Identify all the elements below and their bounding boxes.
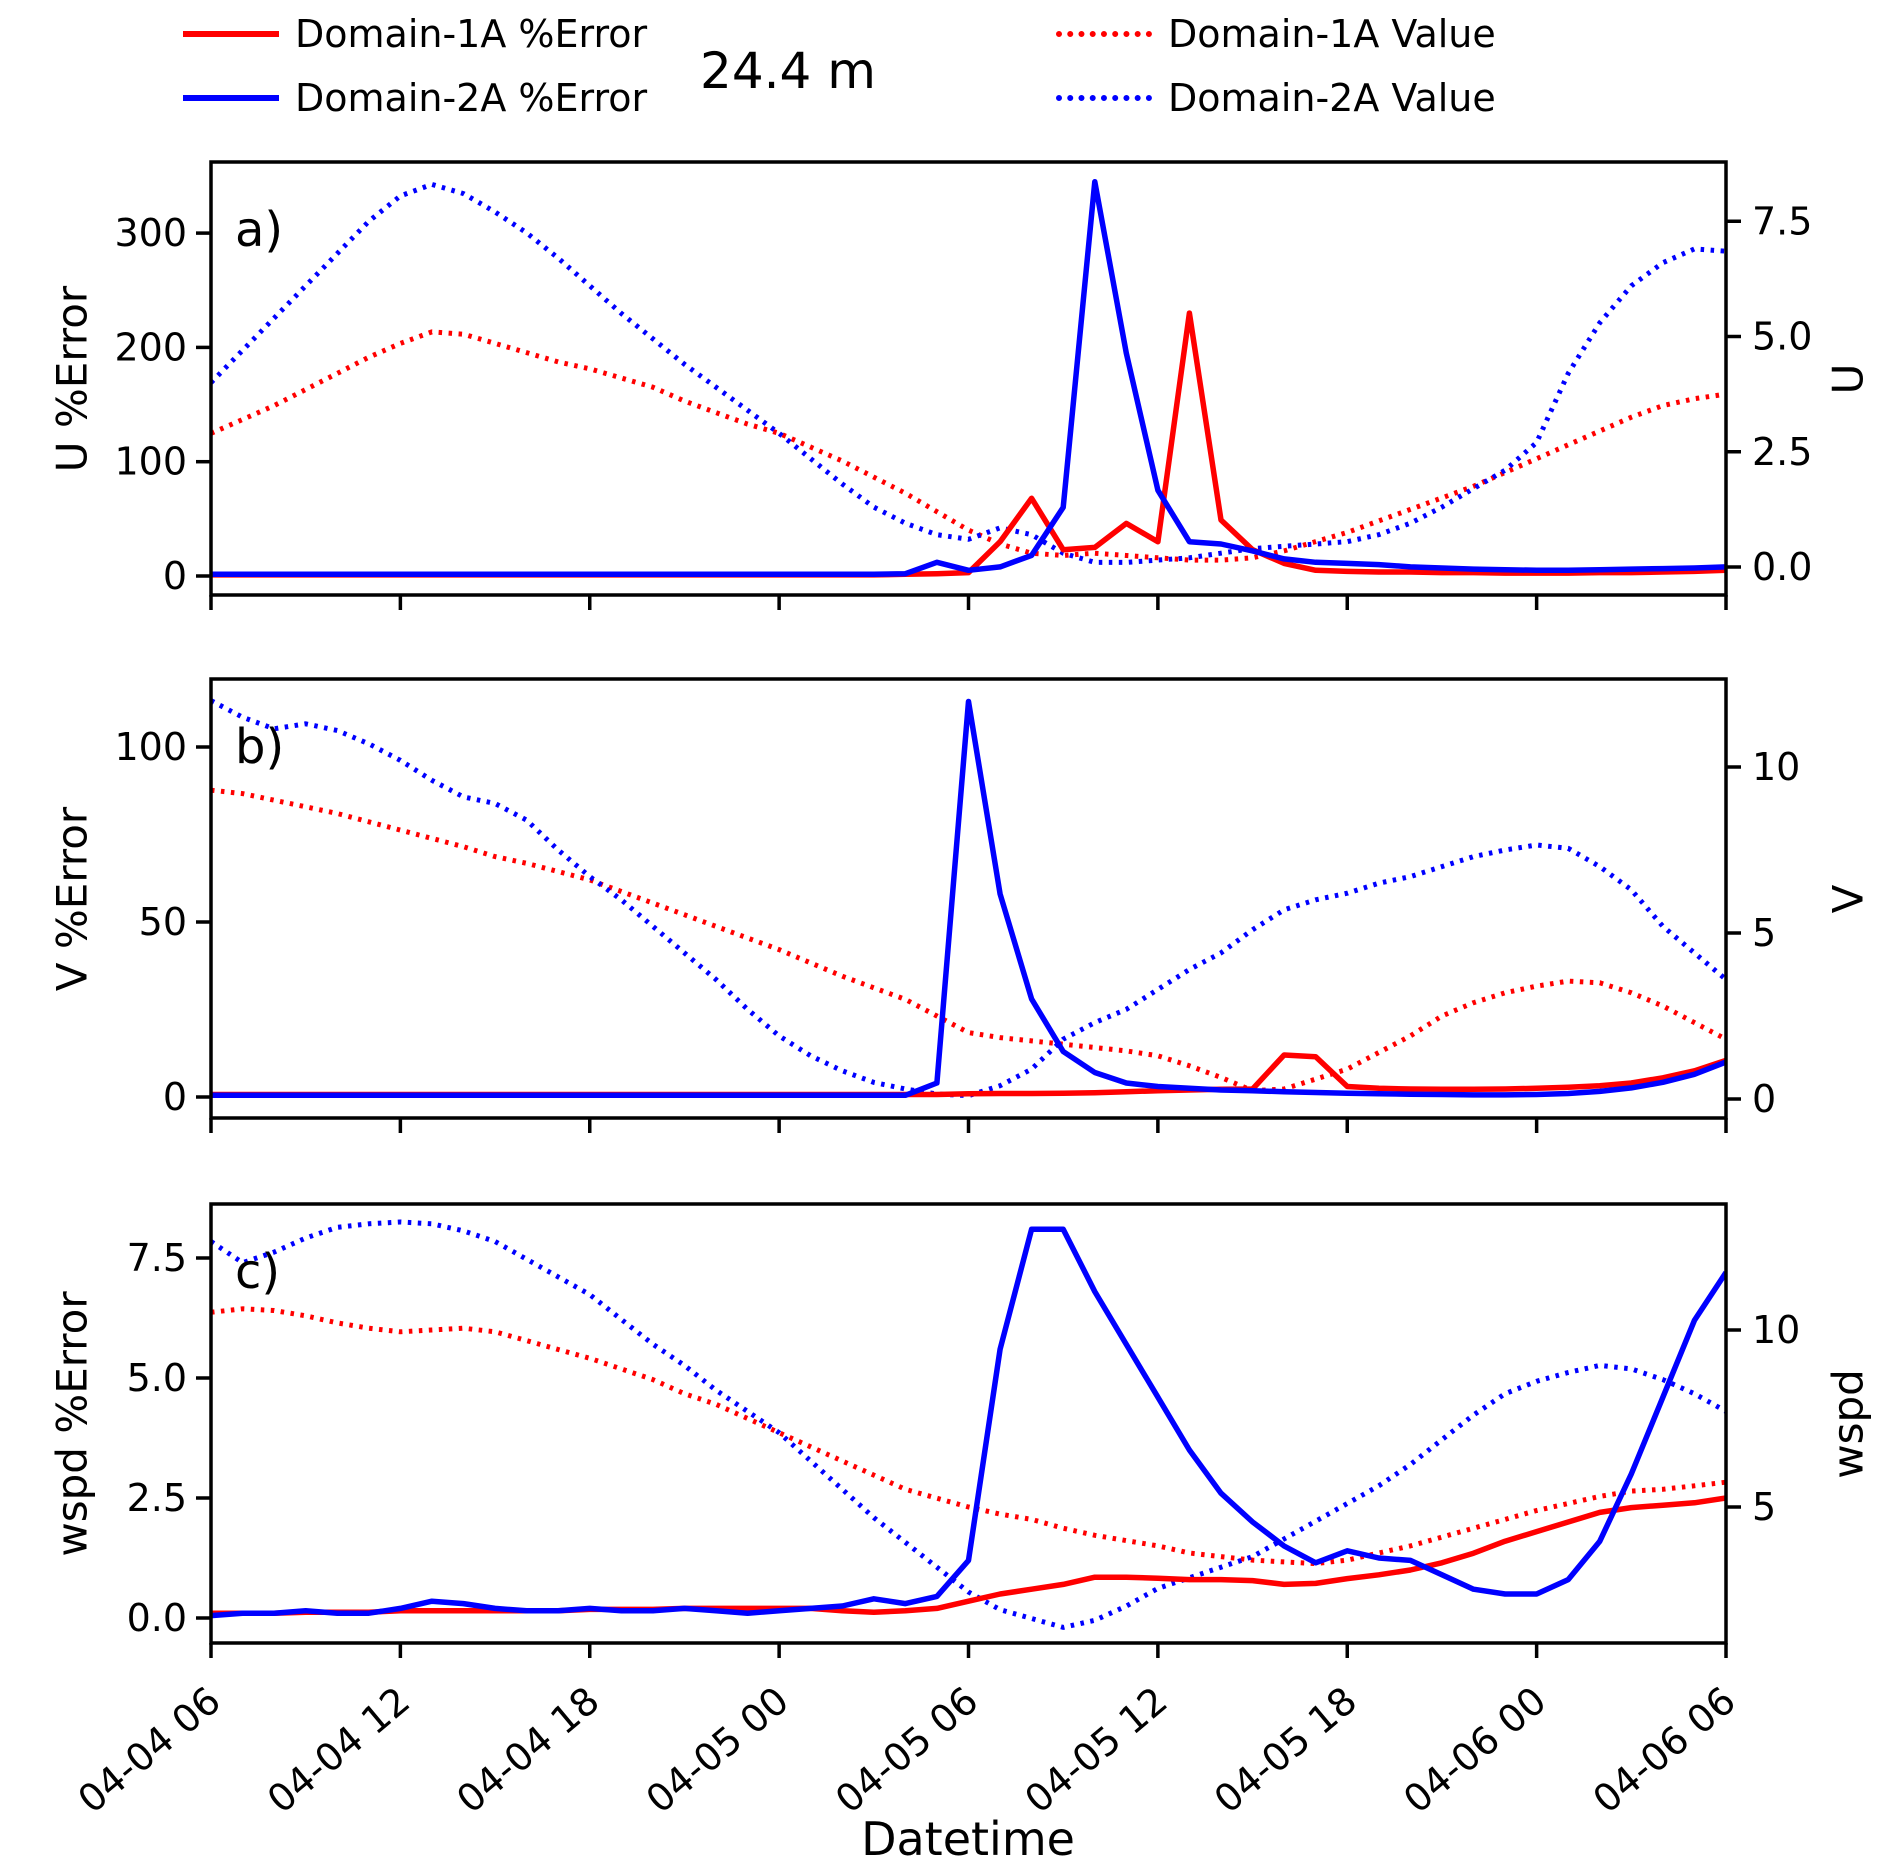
y-tick-label-left: 300: [114, 211, 187, 255]
y-tick-label-right: 0.0: [1752, 545, 1812, 589]
series-line-c-domain-1a-value: [211, 1306, 1726, 1567]
x-tick-label: 04-04 18: [448, 1678, 607, 1822]
legend-item-domain-1a-value: Domain-1A Value: [1056, 10, 1496, 58]
y-tick-label-left: 100: [114, 440, 187, 484]
legend-item-domain-1a-error: Domain-1A %Error: [183, 10, 647, 58]
legend-swatch-solid-blue: [183, 95, 279, 101]
y-tick-label-left: 0: [163, 554, 187, 598]
x-tick-label: 04-05 00: [638, 1678, 797, 1822]
legend-swatch-dotted-red: [1056, 31, 1152, 37]
panel-corner-label-b: b): [235, 719, 284, 775]
ylabel-wspd-percent-error: wspd %Error: [47, 1291, 97, 1557]
legend-swatch-solid-red: [183, 31, 279, 37]
ylabel-wspd: wspd: [1823, 1369, 1873, 1479]
panel-corner-label-a: a): [235, 202, 283, 258]
ylabel-u: U: [1823, 363, 1873, 395]
panel-corner-label-c: c): [235, 1244, 280, 1300]
y-tick-label-right: 10: [1752, 1308, 1800, 1352]
ylabel-v-percent-error: V %Error: [47, 806, 97, 992]
figure-title: 24.4 m: [700, 42, 876, 100]
x-tick-label: 04-05 18: [1206, 1678, 1365, 1822]
y-tick-label-left: 200: [114, 325, 187, 369]
legend-label: Domain-2A %Error: [295, 76, 648, 120]
series-line-b-domain-1a-error: [211, 1052, 1726, 1098]
y-tick-label-right: 5: [1752, 1485, 1776, 1529]
y-tick-label-left: 7.5: [127, 1236, 187, 1280]
axes-box-c: [209, 1202, 1728, 1645]
y-tick-label-left: 5.0: [127, 1356, 187, 1400]
series-line-c-domain-1a-error: [211, 1495, 1726, 1616]
xlabel-datetime: Datetime: [861, 1812, 1075, 1866]
y-tick-label-left: 100: [114, 725, 187, 769]
series-line-a-domain-2a-error: [211, 178, 1726, 578]
y-tick-label-right: 10: [1752, 745, 1800, 789]
legend-item-domain-2a-error: Domain-2A %Error: [183, 74, 647, 122]
y-tick-label-left: 0.0: [127, 1596, 187, 1640]
legend-swatch-dotted-blue: [1056, 95, 1152, 101]
x-tick-label: 04-06 00: [1395, 1678, 1554, 1822]
y-tick-label-left: 50: [139, 900, 187, 944]
legend-label: Domain-1A Value: [1168, 12, 1496, 56]
legend-label: Domain-2A Value: [1168, 76, 1496, 120]
series-line-a-domain-2a-value: [211, 181, 1726, 565]
legend-item-domain-2a-value: Domain-2A Value: [1056, 74, 1496, 122]
series-line-c-domain-2a-error: [211, 1226, 1726, 1619]
series-line-b-domain-1a-value: [211, 787, 1726, 1094]
axes-box-b: [209, 677, 1728, 1120]
series-line-b-domain-2a-error: [211, 698, 1726, 1099]
y-tick-label-right: 2.5: [1752, 430, 1812, 474]
series-line-c-domain-2a-value: [211, 1219, 1726, 1630]
series-line-a-domain-1a-value: [211, 329, 1726, 563]
x-tick-label: 04-05 12: [1016, 1678, 1175, 1822]
x-tick-label: 04-05 06: [827, 1678, 986, 1822]
y-tick-label-right: 7.5: [1752, 199, 1812, 243]
series-line-a-domain-1a-error: [211, 310, 1726, 578]
y-tick-label-left: 2.5: [127, 1476, 187, 1520]
y-tick-label-left: 0: [163, 1075, 187, 1119]
ylabel-u-percent-error: U %Error: [47, 285, 97, 473]
axes-box-a: [209, 160, 1728, 597]
y-tick-label-right: 0: [1752, 1077, 1776, 1121]
x-tick-label: 04-04 12: [259, 1678, 418, 1822]
x-tick-label: 04-04 06: [70, 1678, 229, 1822]
series-line-b-domain-2a-value: [211, 698, 1726, 1099]
ylabel-v: V: [1823, 884, 1873, 914]
y-tick-label-right: 5: [1752, 911, 1776, 955]
legend-label: Domain-1A %Error: [295, 12, 648, 56]
x-tick-label: 04-06 06: [1585, 1678, 1744, 1822]
y-tick-label-right: 5.0: [1752, 315, 1812, 359]
